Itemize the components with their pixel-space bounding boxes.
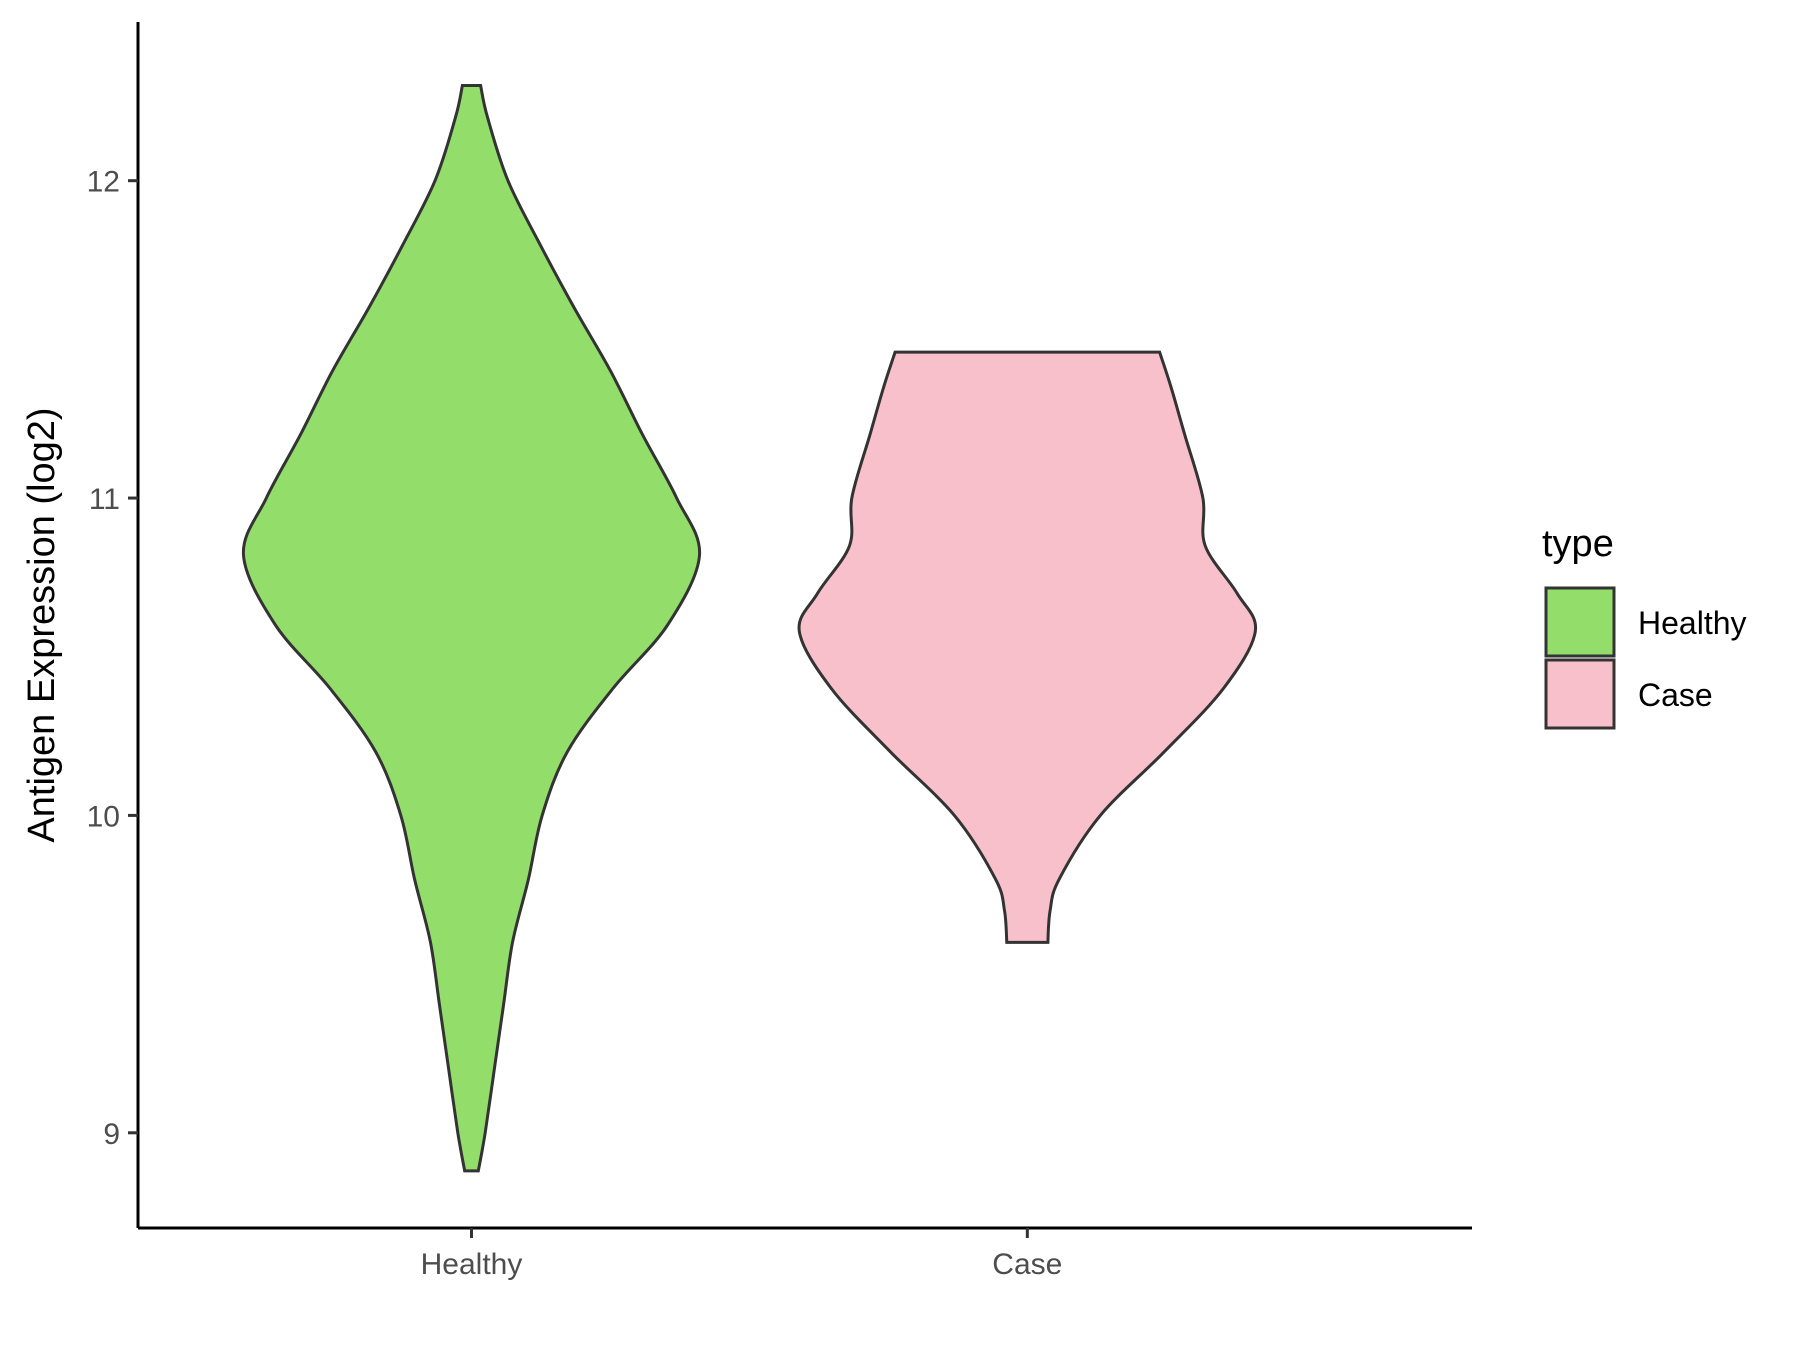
x-tick-label-healthy: Healthy [421,1248,523,1281]
legend-label-case: Case [1638,677,1713,713]
legend: type Healthy Case [1542,523,1747,730]
violin-layer [241,84,1258,1173]
violin-healthy [241,84,702,1173]
legend-items: Healthy Case [1544,586,1747,730]
x-ticks: Healthy Case [421,1228,1062,1281]
y-tick-label: 11 [89,483,120,516]
legend-swatch-healthy [1544,586,1616,658]
legend-label-healthy: Healthy [1638,605,1747,641]
violin-case [797,350,1258,944]
axes: 9 10 11 12 Healthy Case Antigen Expression (… [21,22,1472,1281]
y-tick-label: 9 [103,1118,120,1151]
y-ticks: 9 10 11 12 [87,166,138,1151]
y-tick-label: 12 [87,166,120,199]
y-tick-label: 10 [87,800,120,833]
y-axis-title: Antigen Expression (log2) [21,407,63,842]
x-tick-label-case: Case [992,1248,1062,1281]
legend-swatch-case [1544,658,1616,730]
legend-title: type [1542,523,1614,565]
